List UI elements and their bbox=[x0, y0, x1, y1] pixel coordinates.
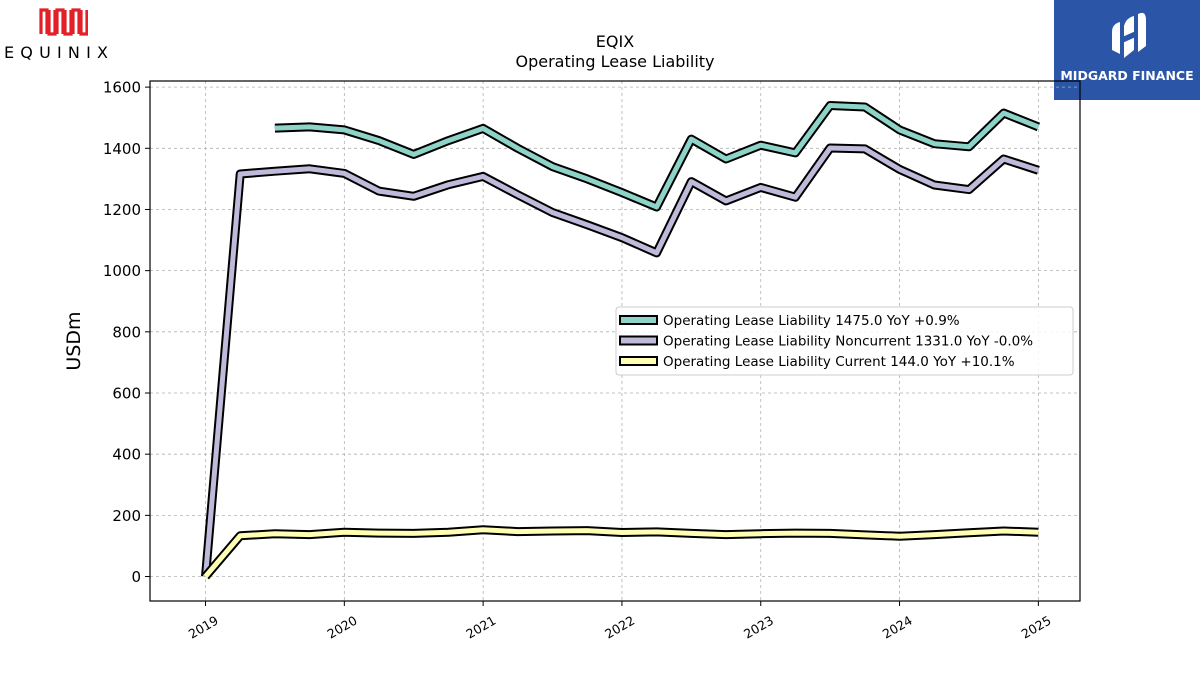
x-tick-label: 2019 bbox=[186, 613, 221, 642]
legend-label: Operating Lease Liability Noncurrent 133… bbox=[663, 334, 1033, 350]
midgard-finance-logo-text: MIDGARD FINANCE bbox=[1060, 68, 1194, 83]
y-tick-label: 1600 bbox=[103, 79, 141, 97]
legend-swatch bbox=[619, 356, 658, 366]
y-tick-label: 600 bbox=[112, 385, 141, 403]
x-tick-label: 2024 bbox=[880, 613, 915, 642]
equinix-logo-mark-icon bbox=[39, 8, 88, 36]
x-tick-label: 2022 bbox=[602, 613, 637, 642]
x-tick-label: 2021 bbox=[463, 613, 498, 642]
legend-box bbox=[615, 306, 1074, 376]
y-tick-label: 0 bbox=[131, 568, 141, 586]
series-line-2 bbox=[203, 145, 1040, 577]
equinix-logo-text: EQUINIX bbox=[4, 43, 115, 62]
legend-swatch bbox=[619, 335, 658, 346]
y-tick-label: 1400 bbox=[103, 140, 141, 158]
y-tick-label: 800 bbox=[112, 323, 141, 341]
midgard-finance-mark-icon bbox=[1112, 12, 1146, 58]
series-line-3 bbox=[203, 527, 1039, 579]
chart-title: EQIX bbox=[595, 32, 635, 51]
legend-swatch bbox=[619, 315, 658, 325]
legend-label: Operating Lease Liability Current 144.0 … bbox=[663, 354, 1015, 370]
y-tick-label: 400 bbox=[112, 446, 141, 464]
chart-subtitle: Operating Lease Liability bbox=[515, 52, 715, 71]
x-tick-label: 2023 bbox=[741, 613, 776, 642]
legend-label: Operating Lease Liability 1475.0 YoY +0.… bbox=[663, 313, 960, 329]
y-axis-label: USDm bbox=[63, 311, 85, 370]
y-tick-label: 1200 bbox=[103, 201, 141, 219]
plot-frame bbox=[149, 80, 1081, 602]
midgard-finance-logo: MIDGARD FINANCE bbox=[1054, 0, 1200, 100]
y-tick-label: 200 bbox=[112, 507, 141, 525]
x-tick-label: 2025 bbox=[1019, 613, 1054, 642]
x-tick-label: 2020 bbox=[325, 613, 360, 642]
equinix-logo: EQUINIX bbox=[0, 0, 125, 70]
y-tick-label: 1000 bbox=[103, 262, 141, 280]
series-line-1 bbox=[274, 103, 1040, 210]
